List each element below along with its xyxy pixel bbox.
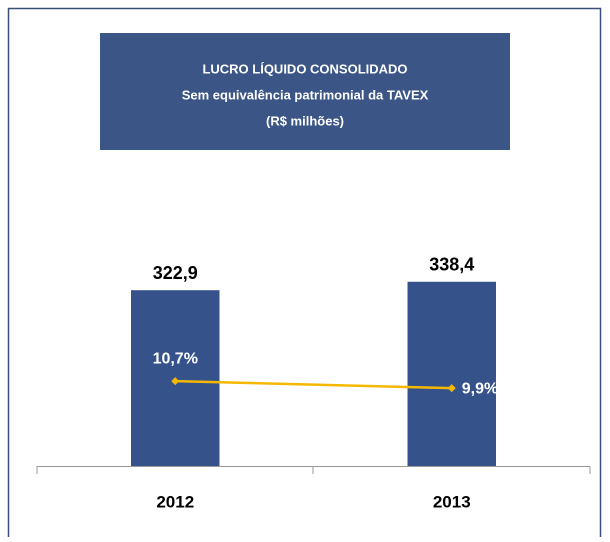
chart-subtitle: Sem equivalência patrimonial da TAVEX — [182, 87, 429, 102]
bar — [407, 281, 496, 466]
line-value-label: 10,7% — [153, 350, 198, 367]
bar-value-label: 338,4 — [429, 255, 474, 275]
title-box — [100, 33, 510, 150]
line-marker — [171, 377, 180, 386]
chart-title: LUCRO LÍQUIDO CONSOLIDADO — [202, 61, 407, 76]
x-tick-label: 2013 — [433, 492, 471, 511]
line-value-label: 9,9% — [462, 380, 498, 397]
chart-subtitle: (R$ milhões) — [266, 113, 344, 128]
line — [175, 379, 452, 390]
bar-value-label: 322,9 — [153, 263, 198, 283]
x-tick-label: 2012 — [156, 492, 194, 511]
line-marker — [447, 384, 456, 393]
